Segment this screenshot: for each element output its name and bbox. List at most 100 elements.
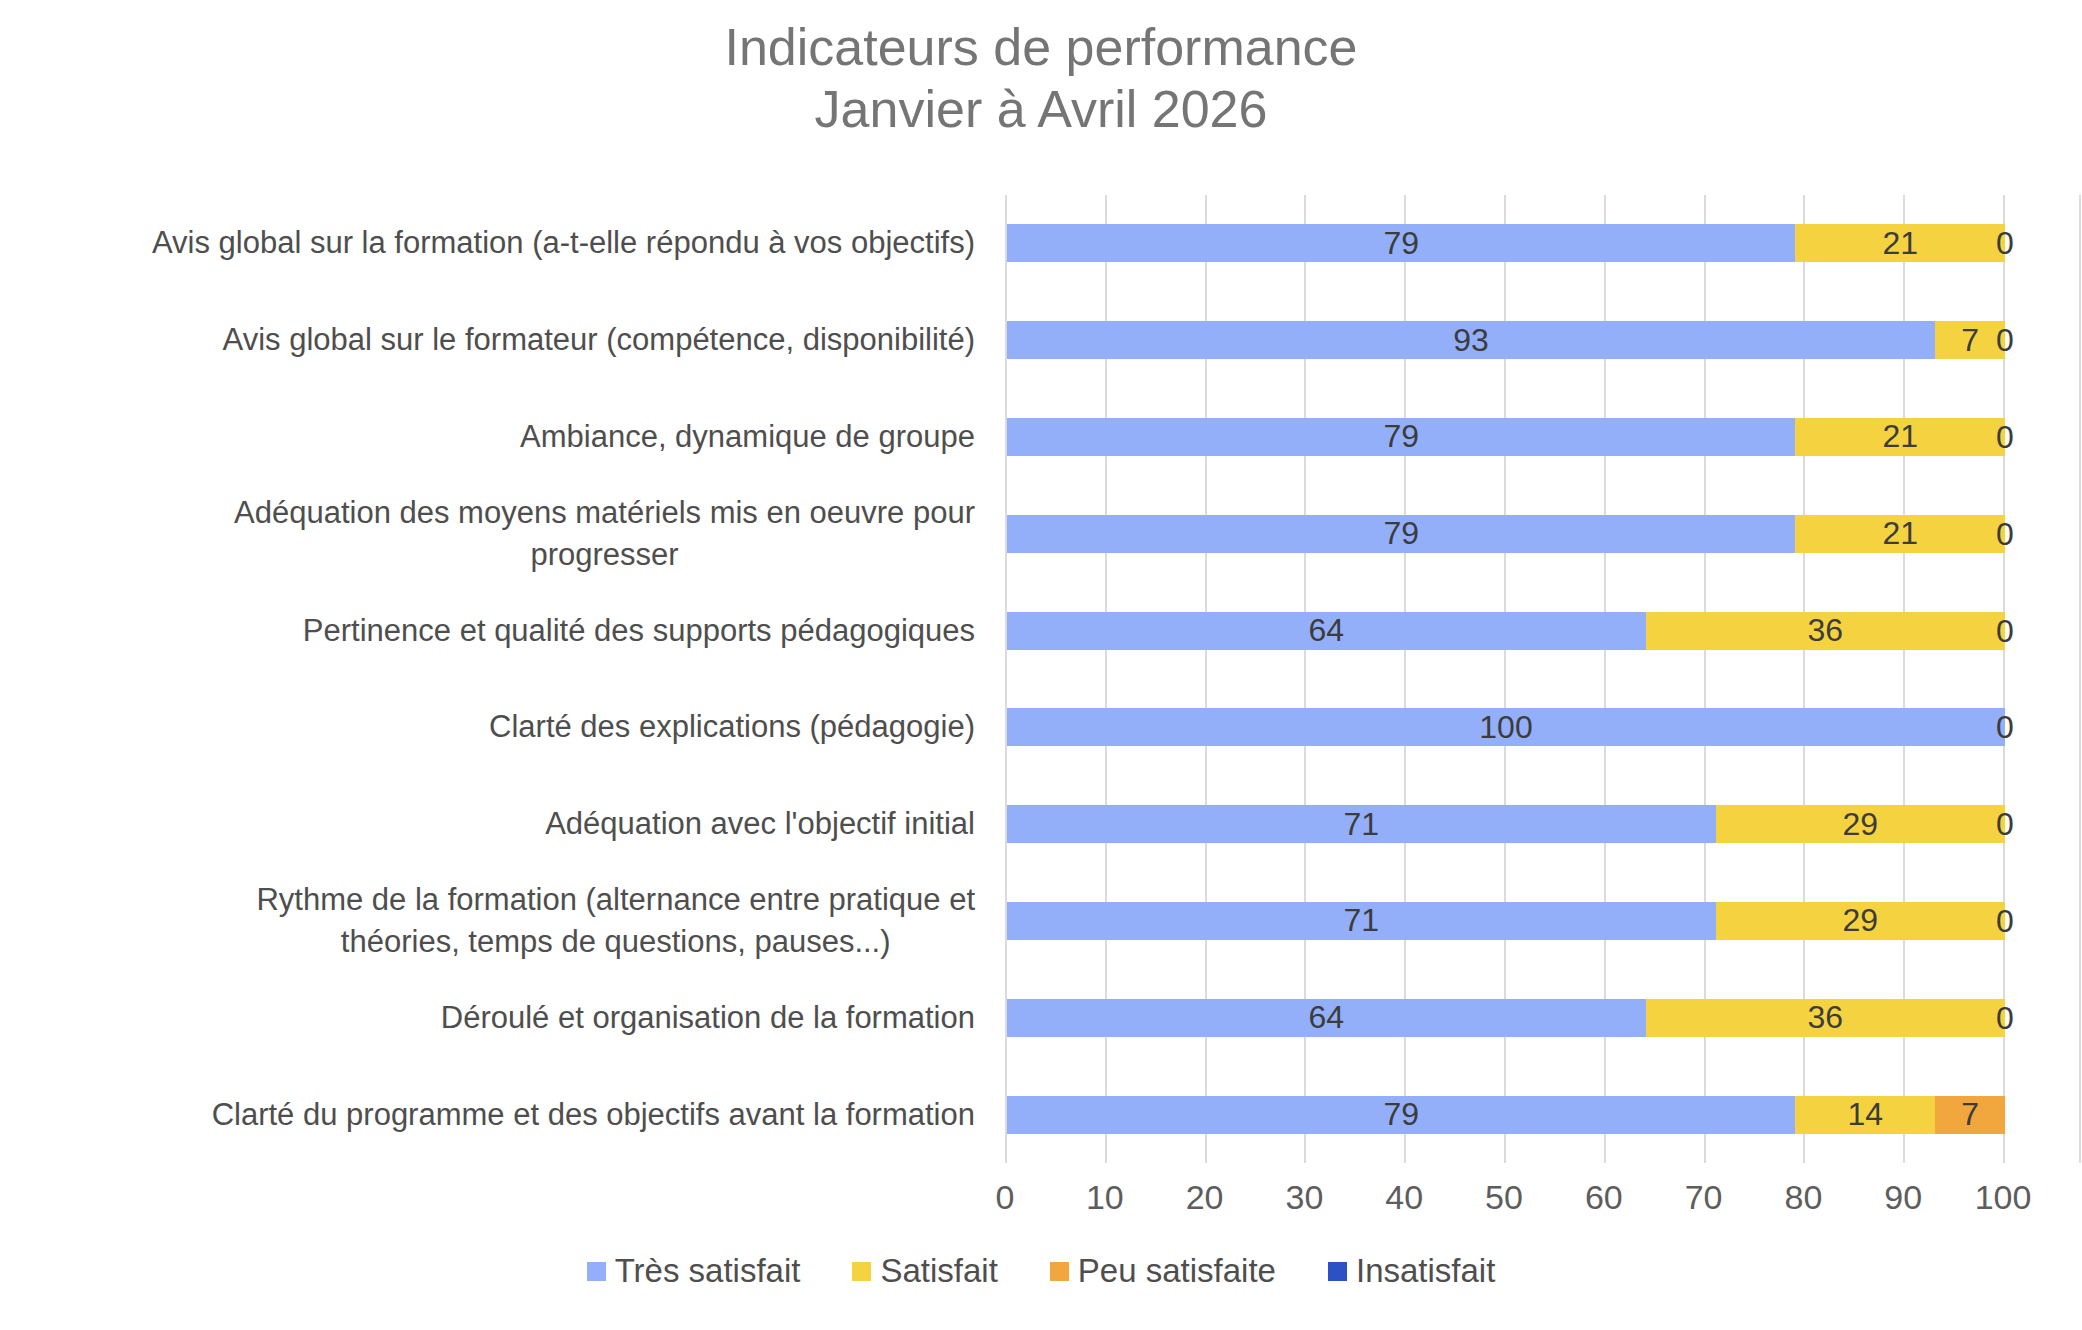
bar-segment-très-satisfait: 79 xyxy=(1007,1096,1795,1134)
bar-cell: 93 70 xyxy=(985,292,2082,389)
x-axis-tick-label: 50 xyxy=(1485,1175,1523,1219)
bar-segment-très-satisfait: 79 xyxy=(1007,515,1795,553)
category-label: Avis global sur la formation (a-t-elle r… xyxy=(0,222,985,264)
chart-row: Pertinence et qualité des supports pédag… xyxy=(0,582,2082,679)
bar-cell: 79 21 0 xyxy=(985,485,2082,582)
bar-segment-satisfait: 21 xyxy=(1795,515,2005,553)
data-label: 29 xyxy=(1842,902,1878,939)
data-label: 36 xyxy=(1808,612,1844,649)
bar-segment-satisfait: 36 xyxy=(1646,612,2005,650)
stacked-bar: 64 36 xyxy=(1007,612,2005,650)
bar-segment-très-satisfait: 100 xyxy=(1007,708,2005,746)
zero-data-label: 0 xyxy=(1996,999,2014,1036)
data-label: 21 xyxy=(1882,225,1918,262)
bar-segment-très-satisfait: 64 xyxy=(1007,612,1646,650)
zero-data-label: 0 xyxy=(1996,902,2014,939)
data-label: 79 xyxy=(1383,1096,1419,1133)
data-label: 79 xyxy=(1383,418,1419,455)
stacked-bar: 79 21 xyxy=(1007,515,2005,553)
bar-cell: 1000 xyxy=(985,679,2082,776)
stacked-bar: 79 14 7 xyxy=(1007,1096,2005,1134)
bar-segment-très-satisfait: 71 xyxy=(1007,902,1716,940)
category-label-text: Adéquation des moyens matériels mis en o… xyxy=(234,492,975,576)
chart-canvas: Indicateurs de performance Janvier à Avr… xyxy=(0,0,2082,1330)
bar-segment-très-satisfait: 79 xyxy=(1007,224,1795,262)
stacked-bar: 71 29 xyxy=(1007,902,2005,940)
chart-row: Adéquation avec l'objectif initial71290 xyxy=(0,776,2082,873)
data-label: 64 xyxy=(1309,612,1345,649)
stacked-bar: 100 xyxy=(1007,708,2005,746)
chart-row: Clarté des explications (pédagogie)1000 xyxy=(0,679,2082,776)
stacked-bar: 79 21 xyxy=(1007,224,2005,262)
bar-segment-très-satisfait: 79 xyxy=(1007,418,1795,456)
bar-segment-satisfait: 29 xyxy=(1716,805,2005,843)
category-label-text: Avis global sur le formateur (compétence… xyxy=(223,319,975,361)
zero-data-label: 0 xyxy=(1996,709,2014,746)
x-axis-tick-label: 30 xyxy=(1285,1175,1323,1219)
legend-item-peu-satisfaite: Peu satisfaite xyxy=(1050,1252,1276,1290)
bar-segment-très-satisfait: 93 xyxy=(1007,321,1935,359)
bar-segment-satisfait: 21 xyxy=(1795,224,2005,262)
data-label: 29 xyxy=(1842,806,1878,843)
category-label: Clarté du programme et des objectifs ava… xyxy=(0,1094,985,1136)
stacked-bar: 71 29 xyxy=(1007,805,2005,843)
chart-row: Avis global sur le formateur (compétence… xyxy=(0,292,2082,389)
data-label: 7 xyxy=(1961,322,1979,359)
x-axis-tick-label: 10 xyxy=(1086,1175,1124,1219)
legend-swatch-icon xyxy=(1328,1262,1347,1281)
chart-row: Ambiance, dynamique de groupe79210 xyxy=(0,389,2082,486)
data-label: 21 xyxy=(1882,418,1918,455)
legend-item-insatisfait: Insatisfait xyxy=(1328,1252,1495,1290)
bar-cell: 79 14 7 xyxy=(985,1066,2082,1163)
x-axis-tick-label: 60 xyxy=(1585,1175,1623,1219)
category-label-text: Déroulé et organisation de la formation xyxy=(441,997,975,1039)
zero-data-label: 0 xyxy=(1996,418,2014,455)
bar-segment-satisfait: 14 xyxy=(1795,1096,1935,1134)
legend-item-satisfait: Satisfait xyxy=(852,1252,997,1290)
data-label: 79 xyxy=(1383,515,1419,552)
bar-rows: Avis global sur la formation (a-t-elle r… xyxy=(0,195,2082,1163)
zero-data-label: 0 xyxy=(1996,515,2014,552)
bar-cell: 71 29 0 xyxy=(985,873,2082,970)
category-label: Déroulé et organisation de la formation xyxy=(0,997,985,1039)
category-label: Adéquation des moyens matériels mis en o… xyxy=(0,492,985,576)
category-label: Pertinence et qualité des supports pédag… xyxy=(0,610,985,652)
legend-swatch-icon xyxy=(1050,1262,1069,1281)
bar-segment-satisfait: 29 xyxy=(1716,902,2005,940)
bar-cell: 79 21 0 xyxy=(985,195,2082,292)
x-axis-tick-label: 100 xyxy=(1975,1175,2032,1219)
chart-title: Indicateurs de performance xyxy=(0,16,2082,78)
zero-data-label: 0 xyxy=(1996,322,2014,359)
legend-swatch-icon xyxy=(852,1262,871,1281)
category-label-text: Clarté du programme et des objectifs ava… xyxy=(212,1094,975,1136)
bar-cell: 71 29 0 xyxy=(985,776,2082,873)
legend-label: Satisfait xyxy=(880,1252,997,1290)
bar-cell: 64360 xyxy=(985,582,2082,679)
legend-item-très-satisfait: Très satisfait xyxy=(587,1252,801,1290)
category-label-text: Avis global sur la formation (a-t-elle r… xyxy=(152,222,975,264)
x-axis-tick-label: 80 xyxy=(1784,1175,1822,1219)
data-label: 21 xyxy=(1882,515,1918,552)
chart-row: Adéquation des moyens matériels mis en o… xyxy=(0,485,2082,582)
category-label: Rythme de la formation (alternance entre… xyxy=(0,879,985,963)
stacked-bar: 93 7 xyxy=(1007,321,2005,359)
data-label: 71 xyxy=(1343,806,1379,843)
bar-segment-satisfait: 21 xyxy=(1795,418,2005,456)
data-label: 71 xyxy=(1343,902,1379,939)
chart-row: Rythme de la formation (alternance entre… xyxy=(0,873,2082,970)
category-label-text: Pertinence et qualité des supports pédag… xyxy=(303,610,975,652)
chart-title-block: Indicateurs de performance Janvier à Avr… xyxy=(0,16,2082,140)
category-label: Clarté des explications (pédagogie) xyxy=(0,706,985,748)
category-label-text: Rythme de la formation (alternance entre… xyxy=(256,879,975,963)
zero-data-label: 0 xyxy=(1996,806,2014,843)
stacked-bar: 6436 xyxy=(1007,999,2005,1037)
stacked-bar: 79 21 xyxy=(1007,418,2005,456)
data-label: 14 xyxy=(1847,1096,1883,1133)
x-axis-tick-label: 20 xyxy=(1186,1175,1224,1219)
x-axis-tick-label: 0 xyxy=(996,1175,1015,1219)
bar-segment-satisfait: 7 xyxy=(1935,321,2005,359)
zero-data-label: 0 xyxy=(1996,225,2014,262)
bar-segment-très-satisfait: 64 xyxy=(1007,999,1646,1037)
bar-segment-très-satisfait: 71 xyxy=(1007,805,1716,843)
data-label: 7 xyxy=(1961,1096,1979,1133)
